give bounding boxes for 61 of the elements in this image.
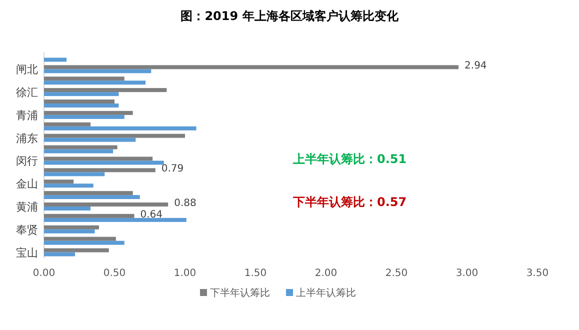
bar	[44, 184, 94, 188]
bar	[44, 122, 91, 126]
bar	[44, 240, 124, 245]
data-label: 0.88	[174, 198, 196, 209]
x-tick-label: 3.00	[456, 268, 478, 279]
bar	[44, 76, 124, 81]
bar	[44, 114, 124, 119]
bar	[44, 92, 119, 96]
legend-label: 上半年认筹比	[296, 287, 356, 299]
bar	[44, 145, 118, 150]
bar	[44, 69, 152, 74]
bar	[44, 104, 119, 108]
bar	[44, 65, 459, 70]
legend-label: 下半年认筹比	[210, 287, 270, 299]
x-tick-label: 1.00	[174, 268, 196, 279]
bar	[44, 58, 67, 62]
bar	[44, 191, 133, 196]
bar	[44, 248, 109, 252]
x-tick-label: 3.50	[526, 268, 549, 279]
y-tick-label: 浦东	[16, 132, 38, 145]
y-tick-label: 闸北	[16, 63, 38, 76]
chart-title: 图：2019 年上海各区域客户认筹比变化	[180, 9, 400, 23]
y-tick-label: 宝山	[16, 246, 38, 260]
annotation: 下半年认筹比：0.57	[292, 195, 407, 209]
data-label: 2.94	[464, 60, 487, 72]
bar	[44, 110, 133, 115]
data-label: 0.64	[140, 209, 163, 220]
bar	[44, 160, 164, 165]
bar	[44, 229, 95, 234]
y-tick-label: 青浦	[16, 108, 38, 122]
bar	[44, 252, 76, 256]
y-tick-label: 金山	[16, 178, 38, 191]
bar	[44, 206, 91, 210]
bar	[44, 126, 196, 130]
bar	[44, 218, 186, 222]
bar	[44, 138, 136, 142]
y-tick-label: 闵行	[16, 154, 38, 168]
bar	[44, 168, 156, 172]
y-tick-label: 徐汇	[16, 86, 38, 100]
bar	[44, 214, 134, 218]
bar	[44, 100, 114, 104]
y-tick-label: 奉贤	[16, 223, 38, 236]
bar	[44, 225, 99, 230]
data-label: 0.79	[161, 164, 184, 175]
annotation: 上半年认筹比：0.51	[292, 152, 407, 166]
bar	[44, 149, 114, 154]
y-tick-label: 黄浦	[16, 200, 38, 214]
x-tick-label: 2.00	[314, 268, 338, 279]
bar	[44, 80, 146, 85]
x-tick-label: 2.50	[385, 268, 408, 279]
bar	[44, 172, 105, 176]
bar	[44, 134, 185, 138]
x-tick-label: 0.50	[103, 268, 126, 279]
bar	[44, 88, 167, 92]
x-tick-label: 0.00	[32, 268, 56, 279]
x-tick-label: 1.50	[244, 268, 267, 279]
bar	[44, 236, 116, 241]
bar	[44, 202, 168, 206]
bar	[44, 195, 140, 200]
bar	[44, 180, 74, 184]
bar	[44, 156, 153, 161]
